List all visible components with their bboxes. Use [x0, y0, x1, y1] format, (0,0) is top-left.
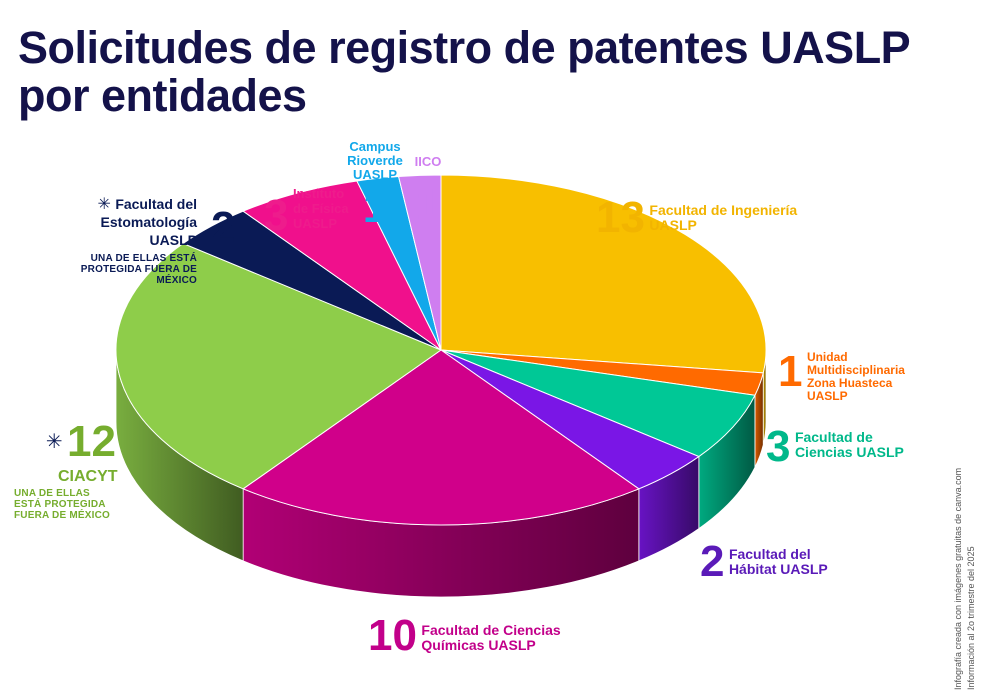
value-label: 1: [778, 347, 802, 396]
footnote: UNA DE ELLAS ESTÁ PROTEGIDA FUERA DE MÉX…: [14, 488, 119, 521]
label-habitat: 2 Facultad del Hábitat UASLP: [700, 540, 859, 584]
label-iico: IICO 1: [408, 155, 448, 227]
slice-name: Facultad del Estomatología UASLP: [101, 196, 197, 248]
slice-name: Facultad de Ingeniería UASLP: [649, 203, 799, 233]
label-ingenieria: 13 Facultad de Ingeniería UASLP: [596, 196, 799, 240]
value-label: 12: [67, 417, 116, 466]
value-label: 2: [700, 537, 724, 586]
asterisk-icon: ✳: [46, 431, 63, 453]
footnote: UNA DE ELLAS ESTÁ PROTEGIDA FUERA DE MÉX…: [62, 253, 197, 286]
credits-line-2: Información al 2o trimestre del 2025: [965, 350, 978, 690]
slice-name: Facultad del Hábitat UASLP: [729, 547, 859, 577]
slice-name: Facultad de Ciencias UASLP: [795, 430, 925, 460]
label-rioverde: Campus Rioverde UASLP 1: [338, 140, 412, 230]
value-label: 1: [408, 183, 448, 227]
slice-name: Unidad Multidisciplinaria Zona Huasteca …: [807, 351, 927, 403]
label-zona-huasteca: 1 Unidad Multidisciplinaria Zona Huastec…: [778, 350, 927, 403]
value-label: 3: [264, 194, 288, 238]
credits-line-1: Infografía creada con imágenes gratuitas…: [952, 350, 965, 690]
slice-name: IICO: [408, 155, 448, 169]
label-estomatologia: ✳ Facultad del Estomatología UASLP UNA D…: [62, 194, 235, 286]
label-ciacyt: ✳ 12 CIACYT UNA DE ELLAS ESTÁ PROTEGIDA …: [14, 420, 174, 521]
value-label: 10: [368, 611, 417, 660]
label-ciencias: 3 Facultad de Ciencias UASLP: [766, 425, 925, 469]
credits: Infografía creada con imágenes gratuitas…: [952, 350, 978, 690]
slice-name: Campus Rioverde UASLP: [338, 140, 412, 182]
value-label: 2: [211, 206, 235, 250]
value-label: 13: [596, 193, 645, 242]
slice-name: CIACYT: [14, 468, 174, 486]
value-label: 3: [766, 422, 790, 471]
slice-name: Facultad de Ciencias Químicas UASLP: [421, 623, 611, 653]
label-quimicas: 10 Facultad de Ciencias Químicas UASLP: [368, 614, 611, 658]
asterisk-icon: ✳: [97, 196, 110, 213]
value-label: 1: [338, 186, 412, 230]
